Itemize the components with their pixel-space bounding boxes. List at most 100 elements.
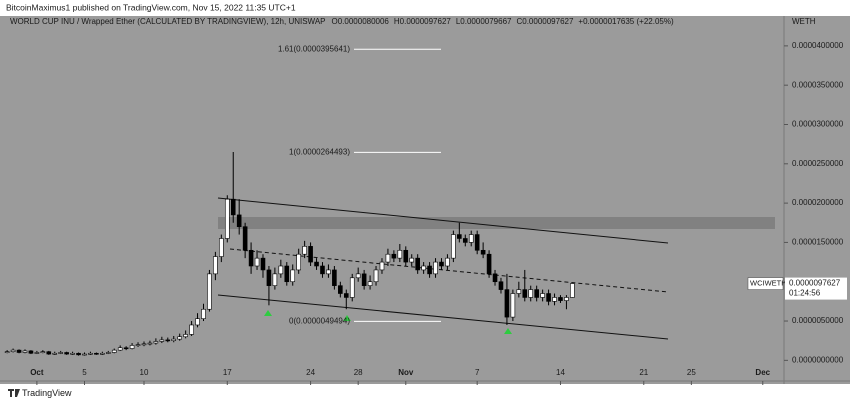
- candle-body: [28, 350, 34, 354]
- candle-body: [457, 234, 462, 239]
- candle-body: [391, 253, 397, 259]
- legend-change: +0.0000017635 (+22.05%): [578, 17, 674, 26]
- candle-body: [153, 341, 159, 344]
- candle-body: [510, 293, 516, 318]
- candle-body: [70, 352, 75, 355]
- candle-body: [16, 349, 22, 353]
- candle-body: [522, 289, 528, 298]
- candle-body: [207, 273, 212, 310]
- candle-body: [415, 257, 420, 271]
- y-tick-label: 0.0000350000: [792, 80, 844, 89]
- x-tick-label: 21: [639, 368, 648, 377]
- candle-body: [468, 234, 474, 243]
- candle-body: [254, 257, 260, 267]
- chart-title: WORLD CUP INU / Wrapped Ether (CALCULATE…: [10, 17, 325, 26]
- candle-body: [504, 289, 510, 318]
- candle-body: [34, 352, 40, 354]
- header-text: BitcoinMaximus1 published on TradingView…: [6, 2, 296, 12]
- candle-body: [129, 345, 135, 349]
- candle-body: [272, 273, 278, 286]
- y-tick-label: 0.0000200000: [792, 198, 844, 207]
- x-tick-label: 28: [354, 368, 363, 377]
- fib-label: 0(0.0000049494): [289, 317, 350, 326]
- x-tick-label: 14: [556, 368, 565, 377]
- y-tick-label: 0.0000000000: [792, 355, 844, 364]
- symbol-box: [747, 277, 784, 290]
- header-bar: [0, 0, 850, 16]
- candle-body: [76, 352, 81, 356]
- legend-value: 0.0000097627: [400, 17, 452, 26]
- x-tick-label: 5: [82, 368, 87, 377]
- candle-body: [248, 249, 254, 267]
- candle-body: [564, 297, 569, 301]
- footer-bar: [0, 384, 850, 403]
- candle-body: [4, 351, 10, 353]
- candle-body: [349, 277, 355, 298]
- candle-body: [260, 257, 266, 271]
- candle-body: [58, 352, 63, 354]
- candle-body: [355, 273, 361, 279]
- legend-key: O: [331, 17, 337, 26]
- candle-body: [195, 318, 200, 326]
- fib-label: 1(0.0000264493): [289, 148, 350, 157]
- plot-background: [0, 16, 850, 384]
- candle-body: [338, 285, 343, 294]
- candle-body: [141, 343, 147, 346]
- candle-body: [552, 297, 557, 302]
- y-tick-label: 0.0000250000: [792, 159, 844, 168]
- candle-body: [46, 351, 52, 355]
- candle-body: [111, 349, 117, 353]
- x-tick-label: 25: [687, 368, 696, 377]
- ohlc-legend: O0.0000080006 H0.0000097627 L0.0000079667 C…: [331, 17, 673, 26]
- legend-value: 0.0000097627: [522, 17, 574, 26]
- candle-body: [242, 226, 248, 251]
- legend-value: 0.0000079667: [460, 17, 512, 26]
- y-unit: WETH: [792, 17, 816, 26]
- candle-body: [451, 234, 456, 259]
- price-label: 0.0000097627: [789, 279, 841, 288]
- candle-body: [332, 269, 337, 286]
- candle-body: [439, 261, 444, 267]
- x-tick-label: 17: [223, 368, 232, 377]
- candle-body: [558, 297, 563, 301]
- candle-body: [40, 351, 46, 353]
- candle-body: [171, 338, 177, 341]
- x-tick-label: Oct: [30, 368, 44, 377]
- legend-key: H: [394, 17, 400, 26]
- candle-body: [445, 257, 450, 267]
- candle-body: [516, 289, 522, 294]
- countdown: 01:24:56: [789, 289, 821, 298]
- candle-body: [540, 293, 545, 298]
- y-tick-label: 0.0000300000: [792, 120, 844, 129]
- candle-body: [147, 342, 153, 345]
- candle-body: [385, 253, 391, 263]
- x-tick-label: Dec: [755, 368, 770, 377]
- footer-brand: TradingView: [22, 388, 72, 398]
- candle-body: [219, 238, 224, 257]
- candle-body: [474, 234, 480, 251]
- candle-body: [421, 265, 426, 271]
- candle-body: [135, 344, 141, 346]
- candle-body: [492, 273, 498, 283]
- candle-body: [236, 214, 242, 227]
- candle-body: [528, 289, 534, 298]
- x-tick-label: Nov: [398, 368, 414, 377]
- marker: [504, 328, 512, 334]
- candle-body: [284, 265, 290, 283]
- candle-body: [278, 265, 284, 275]
- candle-body: [308, 246, 313, 263]
- fib-label: 1.61(0.0000395641): [278, 44, 350, 53]
- candle-body: [100, 352, 105, 355]
- candle-body: [302, 246, 307, 255]
- x-tick-label: 10: [140, 368, 149, 377]
- channel-upper: [217, 197, 669, 244]
- legend-key: L: [456, 17, 461, 26]
- candle-body: [433, 261, 438, 275]
- candle-body: [379, 261, 385, 271]
- candle-body: [534, 289, 539, 298]
- candle-body: [290, 269, 296, 283]
- candle-body: [546, 293, 551, 302]
- price-box: [785, 277, 847, 300]
- marker: [264, 310, 272, 316]
- marker: [343, 315, 351, 321]
